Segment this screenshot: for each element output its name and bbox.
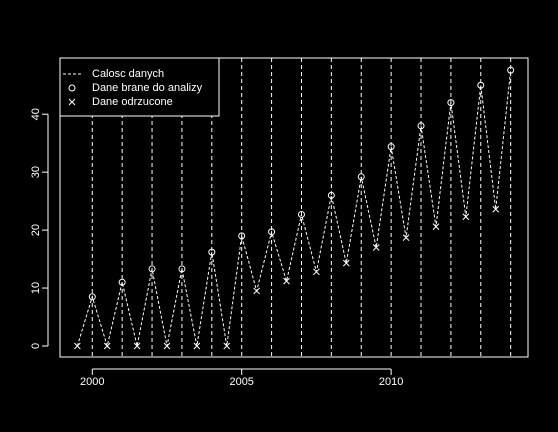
- point-cross: [342, 259, 350, 267]
- x-tick-label: 2010: [379, 376, 403, 388]
- point-cross: [492, 205, 500, 213]
- legend: Calosc danych Dane brane do analizy Dane o…: [59, 57, 220, 117]
- y-tick-label: 10: [30, 282, 42, 294]
- y-tick-label: 40: [30, 108, 42, 120]
- legend-symbol: [68, 84, 76, 92]
- legend-label: Dane odrzucone: [92, 96, 173, 108]
- point-circle: [88, 293, 96, 301]
- point-circle: [297, 210, 305, 218]
- point-circle: [178, 265, 186, 273]
- point-cross: [223, 342, 231, 350]
- point-cross: [163, 342, 171, 350]
- point-circle: [477, 81, 485, 89]
- point-circle: [208, 248, 216, 256]
- x-tick-label: 2000: [80, 376, 104, 388]
- point-cross: [402, 234, 410, 241]
- point-circle: [417, 122, 425, 130]
- y-tick-label: 20: [30, 224, 42, 236]
- point-circle: [507, 66, 515, 74]
- point-cross: [462, 213, 470, 221]
- point-circle: [148, 265, 156, 273]
- y-tick-label: 30: [30, 166, 42, 178]
- legend-label: Dane brane do analizy: [92, 82, 203, 94]
- point-cross: [193, 342, 201, 350]
- point-cross: [73, 342, 81, 350]
- legend-label: Calosc danych: [92, 68, 164, 80]
- point-cross: [432, 223, 440, 230]
- point-circle: [357, 173, 365, 181]
- legend-symbol: [68, 98, 76, 106]
- point-cross: [103, 342, 111, 350]
- y-tick-label: 0: [30, 343, 42, 349]
- point-cross: [313, 268, 320, 276]
- point-circle: [238, 232, 246, 240]
- point-cross: [253, 287, 260, 295]
- point-circle: [327, 191, 335, 199]
- point-circle: [118, 278, 126, 286]
- point-circle: [387, 143, 395, 151]
- point-cross: [372, 244, 380, 251]
- point-cross: [133, 342, 141, 350]
- x-tick-label: 2005: [229, 376, 253, 388]
- line-series: [76, 70, 512, 348]
- legend-box: [59, 57, 220, 117]
- plot-box: [59, 57, 529, 358]
- point-cross: [283, 277, 290, 285]
- point-circle: [268, 228, 276, 236]
- point-circle: [447, 99, 455, 107]
